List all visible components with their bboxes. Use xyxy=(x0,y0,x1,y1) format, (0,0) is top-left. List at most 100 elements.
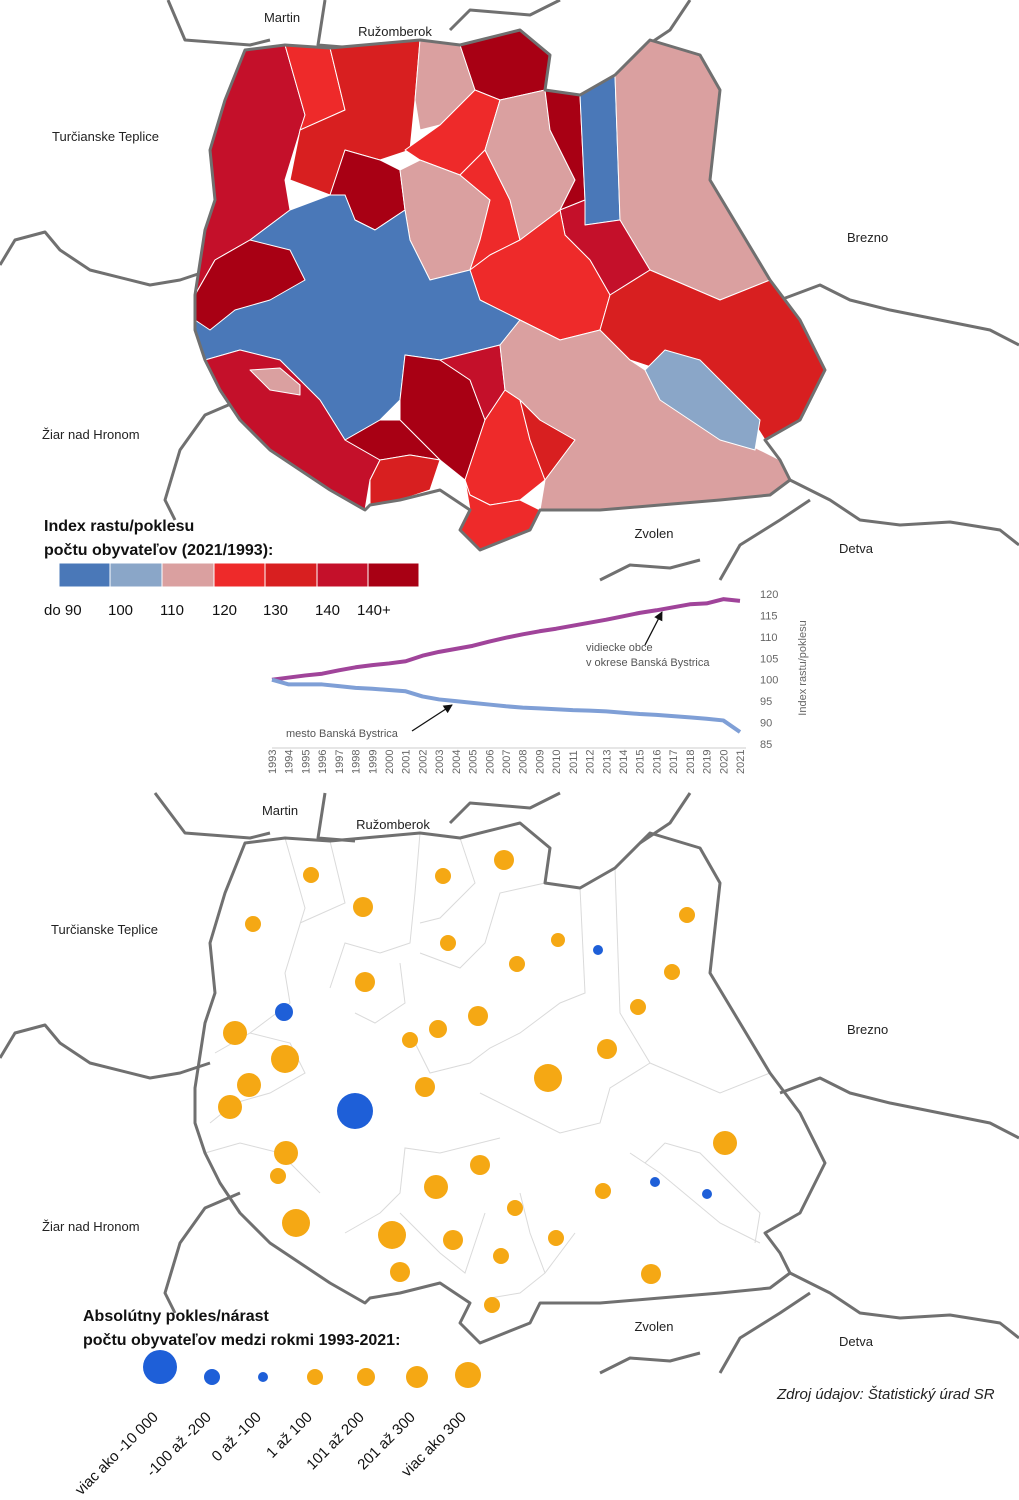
chart-axes: 85 90 95 100 105 110 115 120 1993 1994 1995 1996 199… xyxy=(267,589,778,774)
symbol-growth xyxy=(713,1131,737,1155)
chart-x-tick: 1994 xyxy=(284,750,296,774)
neighbor-label-brezno: Brezno xyxy=(847,230,888,245)
symbol-growth xyxy=(493,1248,509,1264)
symbol-growth xyxy=(271,1045,299,1073)
chart-x-tick: 2005 xyxy=(468,750,480,774)
chart-x-tick: 2004 xyxy=(451,750,463,774)
symbol-growth xyxy=(218,1095,242,1119)
legend-swatch-5 xyxy=(264,562,318,588)
district-border xyxy=(193,28,827,552)
abs-legend-title-2: počtu obyvateľov medzi rokmi 1993-2021: xyxy=(83,1332,400,1349)
legend-swatch-6 xyxy=(316,562,369,588)
symbol-growth xyxy=(630,999,646,1015)
neighbor-label-ziar: Žiar nad Hronom xyxy=(42,427,140,442)
chart-x-tick: 1995 xyxy=(300,750,312,774)
abs-legend-symbol-2 xyxy=(204,1369,220,1385)
chart-x-tick: 2021 xyxy=(735,750,747,774)
symbol-growth xyxy=(507,1200,523,1216)
symbol-growth xyxy=(429,1020,447,1038)
index-legend-title-1: Index rastu/poklesu xyxy=(44,518,194,535)
chart-x-tick: 2020 xyxy=(718,750,730,774)
chart-y-tick: 85 xyxy=(760,739,772,751)
series-city-line xyxy=(271,677,742,734)
abs-legend-symbol-1 xyxy=(143,1350,177,1384)
symbol-growth xyxy=(274,1141,298,1165)
chart-x-tick: 2011 xyxy=(568,750,580,774)
symbol-growth xyxy=(679,907,695,923)
index-legend-label-2: 100 xyxy=(108,602,133,619)
legend-swatch-1 xyxy=(58,562,111,588)
chart-x-tick: 2019 xyxy=(702,750,714,774)
symbol-decline xyxy=(702,1189,712,1199)
symbol-growth xyxy=(415,1077,435,1097)
chart-x-tick: 2007 xyxy=(501,750,513,774)
abs-legend-symbol-3 xyxy=(258,1372,268,1382)
index-legend-label-5: 130 xyxy=(263,602,288,619)
symbol-growth xyxy=(435,868,451,884)
neighbor-label-martin: Martin xyxy=(264,10,300,25)
index-legend: Index rastu/poklesu počtu obyvateľov (20… xyxy=(44,518,420,588)
abs-legend-symbol-6 xyxy=(406,1366,428,1388)
symbol-growth xyxy=(641,1264,661,1284)
abs-legend-label-2: -100 až -200 xyxy=(143,1409,215,1481)
symbol-growth xyxy=(424,1175,448,1199)
symbol-decline xyxy=(593,945,603,955)
region-southwest-rose xyxy=(249,367,301,396)
neighbor-borders xyxy=(0,0,1019,582)
symbol-growth xyxy=(664,964,680,980)
index-legend-label-3: 110 xyxy=(160,602,184,619)
symbol-growth xyxy=(270,1168,286,1184)
abs-legend-label-4: 1 až 100 xyxy=(263,1409,316,1462)
index-legend-label-1: do 90 xyxy=(44,602,82,619)
symbol-growth xyxy=(237,1073,261,1097)
symbol-decline xyxy=(650,1177,660,1187)
annotation-city: mesto Banská Bystrica xyxy=(286,728,399,740)
symbol-growth xyxy=(468,1006,488,1026)
symbol-growth xyxy=(245,916,261,932)
symbol-growth xyxy=(470,1155,490,1175)
annotation-rural-2: v okrese Banská Bystrica xyxy=(586,657,710,669)
region-northeast-blue xyxy=(579,74,621,226)
chart-x-tick: 2010 xyxy=(551,750,563,774)
neighbor-label-zvolen: Zvolen xyxy=(634,526,673,541)
neighbor-label-detva: Detva xyxy=(839,541,874,556)
abs-legend-title-1: Absolútny pokles/nárast xyxy=(83,1308,269,1325)
symbol-growth xyxy=(390,1262,410,1282)
chart-y-tick: 110 xyxy=(760,632,778,644)
chart-y-tick: 105 xyxy=(760,653,778,665)
chart-x-tick: 2018 xyxy=(685,750,697,774)
chart-x-tick: 2016 xyxy=(651,750,663,774)
neighbor-label-brezno-2: Brezno xyxy=(847,1022,888,1037)
symbol-growth xyxy=(402,1032,418,1048)
abs-legend-symbol-7 xyxy=(455,1362,481,1388)
chart-x-tick: 1996 xyxy=(317,750,329,774)
chart-lines xyxy=(271,597,742,734)
neighbor-label-ruzomberok: Ružomberok xyxy=(358,24,432,39)
index-legend-label-6: 140 xyxy=(315,602,340,619)
chart-x-tick: 2001 xyxy=(401,750,413,774)
district-regions xyxy=(194,29,826,551)
symbol-decline xyxy=(275,1003,293,1021)
data-source: Zdroj údajov: Štatistický úrad SR xyxy=(777,1386,995,1403)
chart-x-tick: 2012 xyxy=(585,750,597,774)
neighbor-label-zvolen-2: Zvolen xyxy=(634,1319,673,1334)
chart-x-tick: 2002 xyxy=(417,750,429,774)
symbol-growth xyxy=(484,1297,500,1313)
chart-y-tick: 90 xyxy=(760,718,772,730)
chart-x-tick: 1993 xyxy=(267,750,279,774)
abs-legend-symbol-5 xyxy=(357,1368,375,1386)
index-legend-label-7: 140+ xyxy=(357,602,391,619)
symbol-growth xyxy=(282,1209,310,1237)
series-rural-line xyxy=(271,597,741,682)
chart-x-tick: 2000 xyxy=(384,750,396,774)
abs-legend-label-1: viac ako -10 000 xyxy=(72,1409,162,1499)
neighbor-label-turcianske-2: Turčianske Teplice xyxy=(51,922,158,937)
chart-x-tick: 1999 xyxy=(367,750,379,774)
neighbor-label-turcianske: Turčianske Teplice xyxy=(52,129,159,144)
symbol-growth xyxy=(440,935,456,951)
chart-y-tick: 120 xyxy=(760,589,778,601)
legend-swatch-4 xyxy=(213,562,266,588)
neighbor-borders-2 xyxy=(0,791,1019,1375)
annotation-rural-arrow xyxy=(644,611,663,646)
annotation-city-arrow xyxy=(411,704,453,732)
